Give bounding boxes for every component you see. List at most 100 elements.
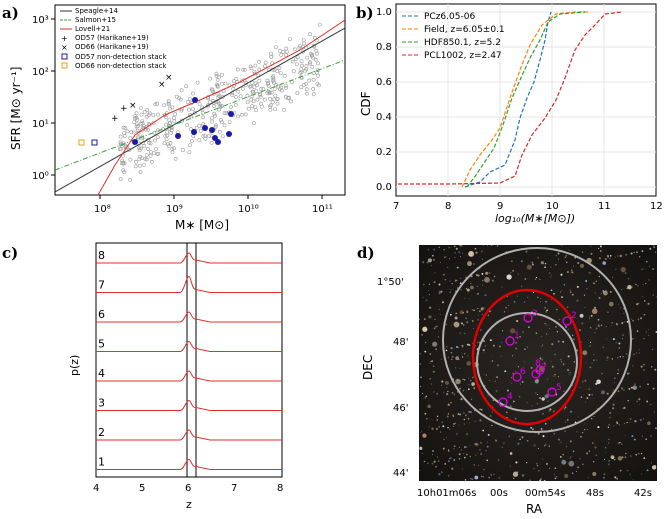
sky-source xyxy=(474,345,476,347)
sky-source xyxy=(648,334,650,336)
field-galaxy-point xyxy=(278,49,282,53)
legend-od57: OD57 (Harikane+19) xyxy=(75,34,149,42)
sky-source xyxy=(530,366,533,369)
sky-source xyxy=(633,438,636,441)
sky-source xyxy=(470,477,472,480)
sky-source xyxy=(432,391,435,393)
sky-source xyxy=(430,361,432,363)
a-xtick: 10⁸ xyxy=(94,204,111,215)
sky-source xyxy=(512,269,515,272)
sky-source xyxy=(629,421,631,423)
field-galaxy-point xyxy=(145,147,150,151)
sky-source xyxy=(469,411,472,414)
field-galaxy-point xyxy=(294,62,299,67)
od66-stack-marker xyxy=(78,139,85,146)
sky-source xyxy=(537,394,539,396)
sky-source xyxy=(488,379,490,382)
sky-source xyxy=(621,386,623,389)
sky-source xyxy=(459,367,461,369)
field-galaxy-point xyxy=(138,106,143,111)
sky-source xyxy=(498,476,501,479)
field-galaxy-point xyxy=(282,74,287,78)
field-galaxy-point xyxy=(133,159,138,164)
sky-source xyxy=(419,363,421,365)
field-galaxy-point xyxy=(144,114,149,119)
sky-source xyxy=(570,269,573,272)
sky-source xyxy=(422,261,425,264)
d-xtick: 00s xyxy=(490,488,508,499)
sky-source xyxy=(501,341,503,343)
sky-source xyxy=(597,324,600,327)
a-xlabel: M∗ [M⊙] xyxy=(175,218,229,232)
sky-source xyxy=(487,433,490,436)
sky-source xyxy=(654,368,657,371)
sky-source xyxy=(589,366,592,369)
sky-source xyxy=(598,296,601,299)
sky-source xyxy=(597,426,600,429)
sky-source xyxy=(580,396,583,398)
field-galaxy-point xyxy=(242,68,247,72)
sky-source xyxy=(599,245,602,248)
field-galaxy-point xyxy=(231,79,236,84)
sky-source xyxy=(638,404,641,406)
sky-source xyxy=(433,327,436,330)
sky-source xyxy=(610,455,615,459)
field-galaxy-point xyxy=(201,122,206,126)
sky-source xyxy=(590,245,592,248)
a-ytick: 10³ xyxy=(32,15,49,26)
field-galaxy-point xyxy=(236,89,241,94)
pz-row-label: 6 xyxy=(98,308,105,321)
panel-c-letter: c) xyxy=(2,244,18,262)
sky-source xyxy=(623,389,625,391)
sky-source xyxy=(420,432,422,434)
sky-source xyxy=(631,286,634,288)
sky-source xyxy=(643,337,645,340)
sky-source xyxy=(513,477,515,479)
sky-source xyxy=(558,258,560,260)
sky-source xyxy=(476,342,478,344)
sky-source xyxy=(492,399,494,401)
sky-source xyxy=(623,406,626,409)
sky-source xyxy=(435,465,437,468)
field-galaxy-point xyxy=(188,97,192,102)
field-galaxy-point xyxy=(234,77,239,81)
sky-source xyxy=(493,275,496,278)
field-galaxy-point xyxy=(156,112,160,117)
sky-source xyxy=(557,340,560,343)
od57-point xyxy=(215,139,221,145)
b-xtick: 11 xyxy=(598,201,611,212)
sky-source xyxy=(479,449,481,451)
pz-row-label: 1 xyxy=(98,456,105,469)
field-galaxy-point xyxy=(197,123,202,128)
field-galaxy-point xyxy=(200,111,205,115)
d-xtick: 10h01m06s xyxy=(417,488,476,499)
field-galaxy-point xyxy=(220,72,224,77)
pz-rows: 8 7 6 5 4 3 2 1 xyxy=(96,249,282,470)
field-galaxy-point xyxy=(252,69,257,74)
sky-source xyxy=(514,431,516,432)
sky-source xyxy=(510,377,512,379)
sky-source xyxy=(457,413,460,416)
field-galaxy-point xyxy=(275,69,280,74)
sky-source xyxy=(643,313,646,316)
sky-source xyxy=(486,445,489,448)
member-label: 3 xyxy=(532,309,538,319)
sky-source xyxy=(432,365,435,367)
field-galaxy-point xyxy=(170,150,175,155)
sky-source xyxy=(627,284,632,290)
sky-source xyxy=(542,458,544,460)
sky-source xyxy=(434,318,436,320)
field-galaxy-point xyxy=(153,138,158,143)
field-galaxy-point xyxy=(309,52,313,56)
field-galaxy-point xyxy=(122,131,126,136)
pz-row-label: 3 xyxy=(98,397,105,410)
sky-source xyxy=(579,313,584,318)
sky-source xyxy=(509,465,512,467)
field-galaxy-point xyxy=(238,94,243,99)
sky-source xyxy=(458,346,459,348)
sky-source xyxy=(569,458,571,460)
legend-od66-stack: OD66 non-detection stack xyxy=(75,62,168,70)
sky-source xyxy=(567,306,569,308)
sky-source xyxy=(456,279,458,281)
field-galaxy-point xyxy=(219,120,224,125)
